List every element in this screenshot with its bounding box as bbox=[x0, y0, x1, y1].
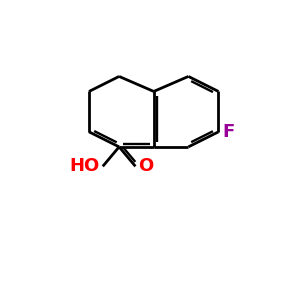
Text: O: O bbox=[138, 157, 154, 175]
Text: F: F bbox=[222, 123, 234, 141]
Text: HO: HO bbox=[70, 157, 100, 175]
